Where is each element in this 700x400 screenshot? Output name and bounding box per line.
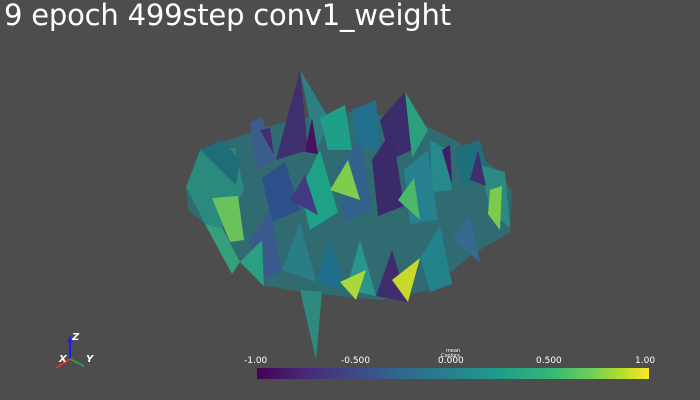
scalar-bar-tick: -1.00 (244, 356, 268, 366)
scalar-bar-tick: -0.500 (341, 356, 371, 366)
scalar-bar-title-line2: Coolors (441, 353, 460, 359)
scalar-bar: mean Coolors -1.00 -0.500 0.000 0.500 1.… (240, 346, 660, 386)
z-axis-arrow (67, 336, 73, 342)
scalar-bar-title-line1: mean (446, 348, 461, 354)
orientation-axes-widget: Z X Y (55, 332, 95, 369)
y-axis-label: Y (86, 354, 95, 365)
z-axis-label: Z (71, 332, 80, 343)
x-axis-line (55, 358, 71, 369)
scalar-bar-tick: 0.000 (438, 356, 464, 366)
y-axis-line (69, 358, 85, 367)
scalar-bar-gradient (257, 368, 649, 379)
plot-title: 9 epoch 499step conv1_weight (4, 0, 451, 32)
scalar-bar-tick: 1.00 (635, 356, 656, 366)
x-axis-label: X (58, 354, 68, 365)
scalar-bar-tick: 0.500 (536, 356, 562, 366)
